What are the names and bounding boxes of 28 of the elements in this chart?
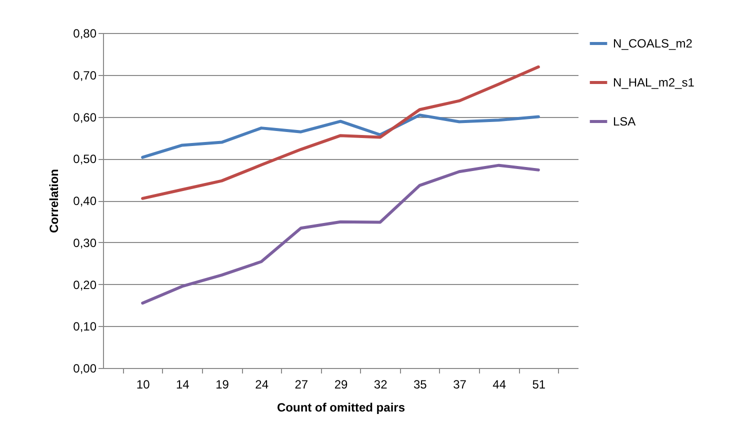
x-tick-label: 51 xyxy=(532,378,546,392)
x-tick-label: 10 xyxy=(136,378,150,392)
x-tick-label: 44 xyxy=(492,378,506,392)
x-axis-title: Count of omitted pairs xyxy=(277,400,406,414)
x-tick-label: 27 xyxy=(294,378,308,392)
line-series xyxy=(141,164,540,305)
x-tick-label: 19 xyxy=(216,378,230,392)
x-tick-label: 24 xyxy=(255,378,269,392)
line-series xyxy=(141,114,540,159)
y-tick-label: 0,30 xyxy=(73,236,97,250)
legend-label: N_COALS_m2 xyxy=(613,36,693,50)
y-tick-label: 0,10 xyxy=(73,320,97,334)
y-tick-label: 0,70 xyxy=(73,68,97,82)
x-tick-label: 37 xyxy=(453,378,467,392)
y-tick-label: 0,20 xyxy=(73,278,97,292)
y-axis-title: Correlation xyxy=(47,168,62,234)
x-tick-label: 14 xyxy=(176,378,190,392)
x-tick-label: 35 xyxy=(413,378,428,392)
x-tick-label: 29 xyxy=(334,378,348,392)
y-tick-label: 0,00 xyxy=(73,362,97,376)
x-tick-label: 32 xyxy=(374,378,388,392)
line-series xyxy=(141,65,540,200)
legend-label: LSA xyxy=(613,114,636,128)
y-tick-label: 0,40 xyxy=(73,194,97,208)
y-tick-label: 0,50 xyxy=(73,152,97,166)
y-tick-label: 0,80 xyxy=(73,26,97,40)
legend-label: N_HAL_m2_s1 xyxy=(613,76,695,90)
y-tick-label: 0,60 xyxy=(73,110,97,124)
